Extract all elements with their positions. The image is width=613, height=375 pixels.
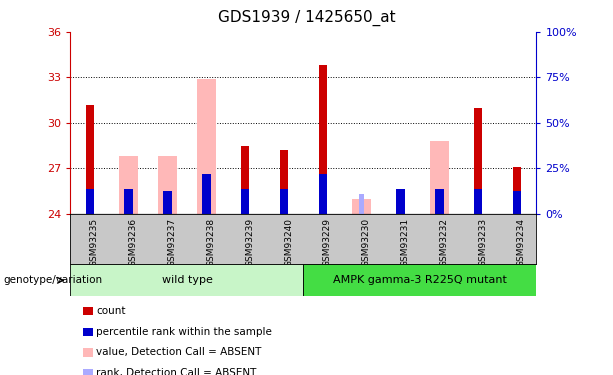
- Bar: [280, 189, 288, 214]
- Bar: [319, 174, 327, 214]
- Bar: [163, 191, 172, 214]
- Text: GSM93236: GSM93236: [129, 218, 138, 267]
- Bar: [241, 146, 249, 214]
- Text: GSM93233: GSM93233: [478, 218, 487, 267]
- Text: GSM93237: GSM93237: [167, 218, 177, 267]
- Text: GSM93229: GSM93229: [323, 218, 332, 267]
- Bar: [70, 264, 303, 296]
- Bar: [474, 189, 482, 214]
- Bar: [512, 167, 521, 214]
- Text: GSM93234: GSM93234: [517, 218, 526, 267]
- Bar: [280, 150, 288, 214]
- Text: GSM93235: GSM93235: [90, 218, 99, 267]
- Bar: [435, 189, 444, 214]
- Text: value, Detection Call = ABSENT: value, Detection Call = ABSENT: [96, 348, 262, 357]
- Text: GSM93231: GSM93231: [400, 218, 409, 267]
- Text: GSM93230: GSM93230: [362, 218, 371, 267]
- Text: GSM93232: GSM93232: [440, 218, 448, 267]
- Text: genotype/variation: genotype/variation: [3, 275, 102, 285]
- Bar: [352, 199, 371, 214]
- Text: GSM93240: GSM93240: [284, 218, 293, 267]
- Text: rank, Detection Call = ABSENT: rank, Detection Call = ABSENT: [96, 368, 257, 375]
- Bar: [474, 108, 482, 214]
- Bar: [86, 105, 94, 214]
- Bar: [197, 79, 216, 214]
- Text: GSM93239: GSM93239: [245, 218, 254, 267]
- Text: count: count: [96, 306, 126, 316]
- Bar: [319, 65, 327, 214]
- Bar: [430, 141, 449, 214]
- Bar: [512, 191, 521, 214]
- Bar: [158, 156, 177, 214]
- Bar: [303, 264, 536, 296]
- Text: percentile rank within the sample: percentile rank within the sample: [96, 327, 272, 337]
- Bar: [241, 189, 249, 214]
- Bar: [124, 189, 133, 214]
- Bar: [202, 174, 211, 214]
- Text: wild type: wild type: [162, 275, 212, 285]
- Bar: [119, 156, 139, 214]
- Text: GDS1939 / 1425650_at: GDS1939 / 1425650_at: [218, 9, 395, 26]
- Text: GSM93238: GSM93238: [207, 218, 215, 267]
- Bar: [396, 189, 405, 214]
- Text: AMPK gamma-3 R225Q mutant: AMPK gamma-3 R225Q mutant: [333, 275, 507, 285]
- Bar: [86, 189, 94, 214]
- Bar: [359, 194, 364, 214]
